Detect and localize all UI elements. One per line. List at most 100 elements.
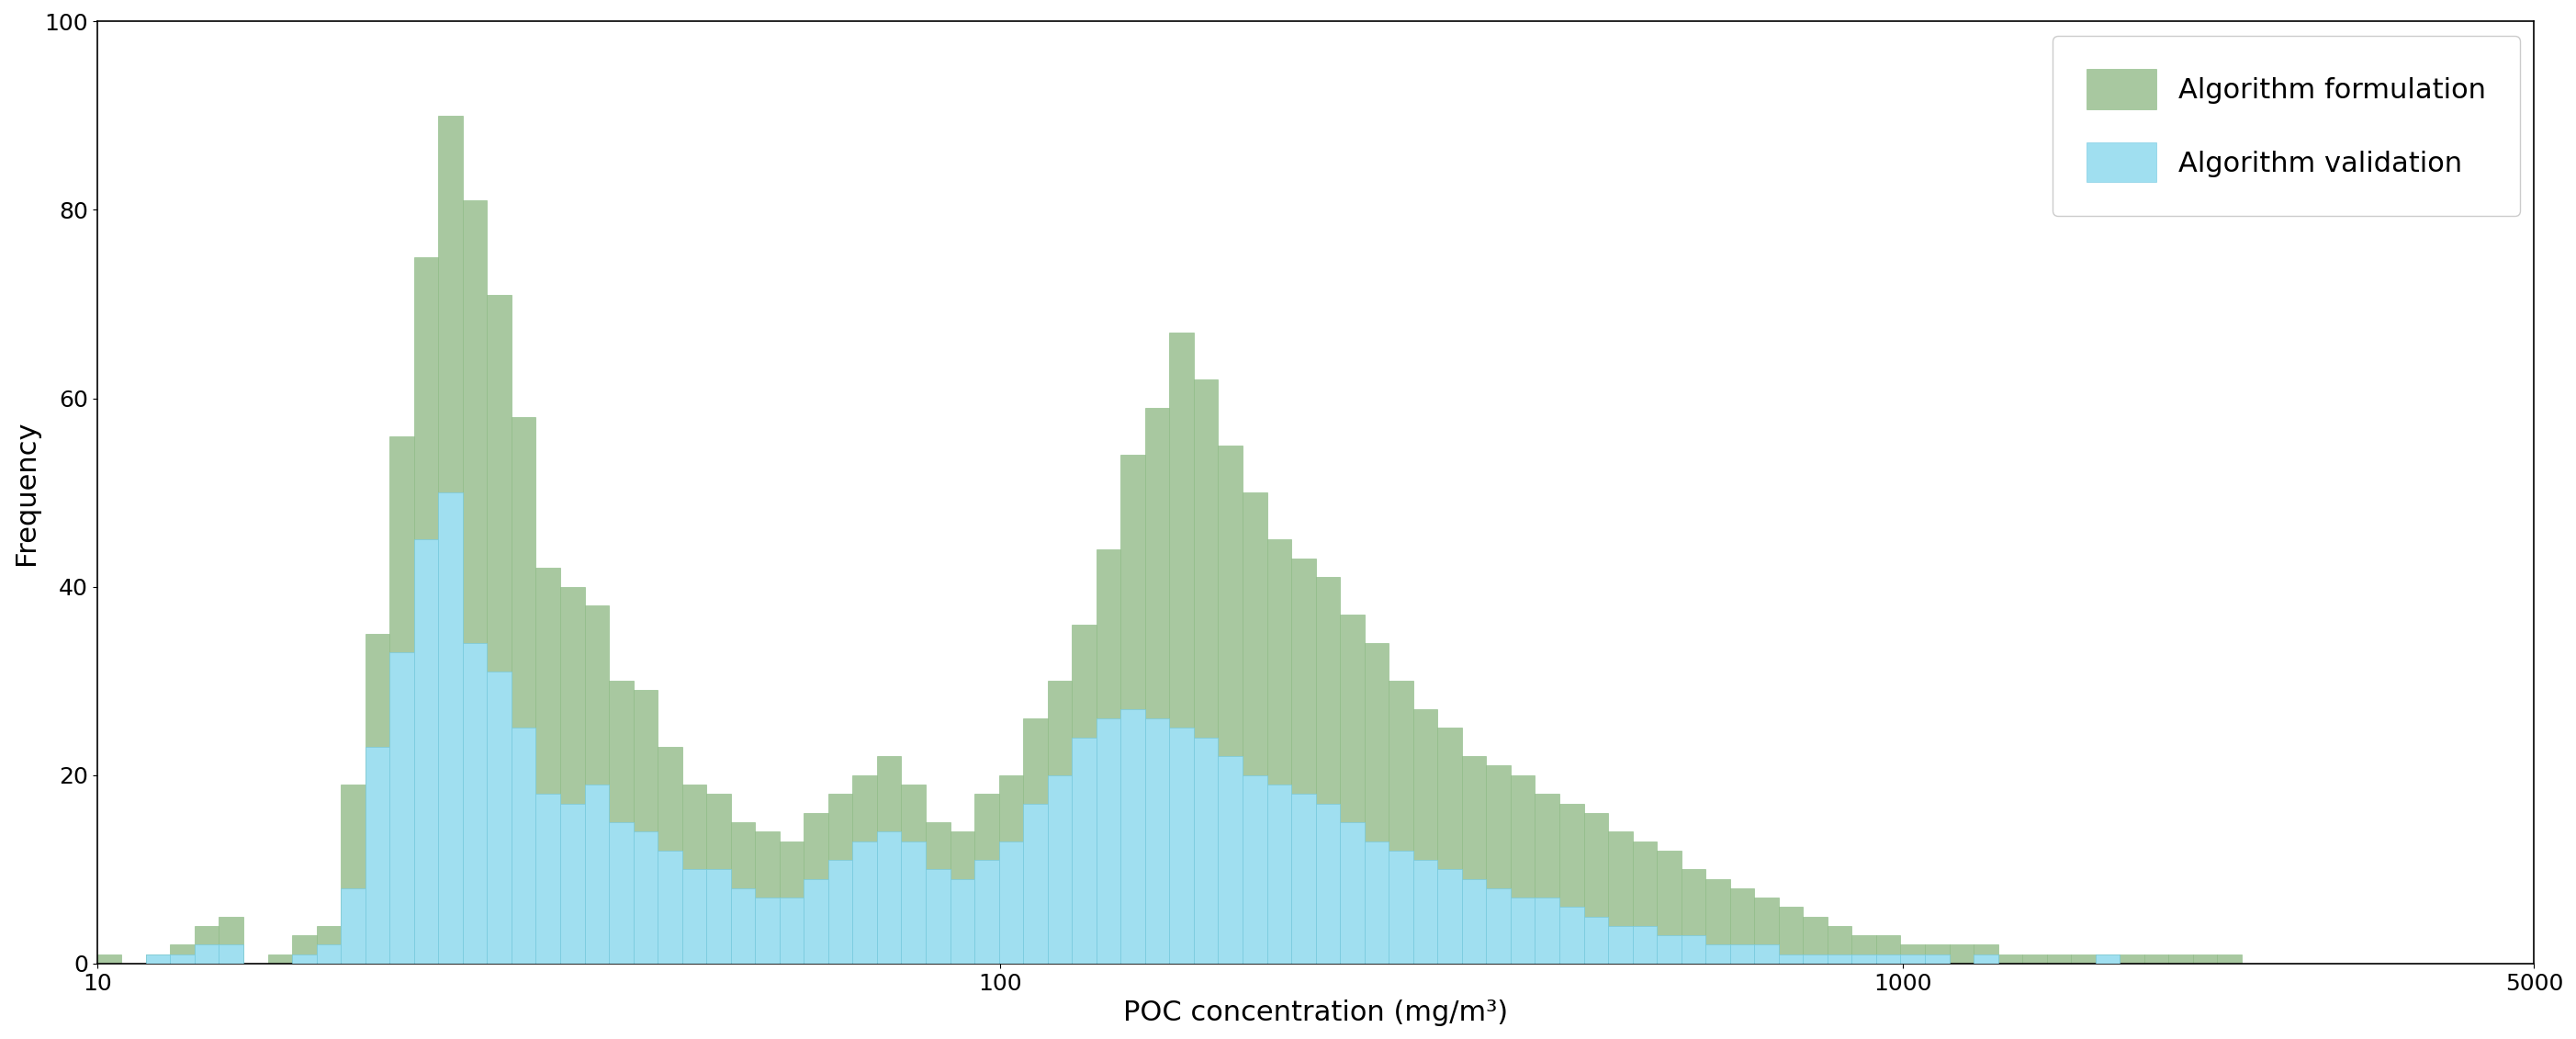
Bar bbox=[2169, 954, 2192, 963]
Bar bbox=[1999, 954, 2022, 963]
Bar bbox=[487, 671, 513, 963]
Bar bbox=[1437, 870, 1461, 963]
Bar bbox=[415, 539, 438, 963]
Bar bbox=[683, 784, 706, 963]
Bar bbox=[1388, 681, 1414, 963]
Bar bbox=[1316, 578, 1340, 963]
Bar bbox=[2192, 954, 2218, 963]
Bar bbox=[1388, 851, 1414, 963]
Bar bbox=[1901, 954, 1924, 963]
Bar bbox=[755, 898, 781, 963]
Bar bbox=[1852, 954, 1875, 963]
Bar bbox=[1193, 738, 1218, 963]
Bar bbox=[2094, 954, 2120, 963]
Bar bbox=[1607, 926, 1633, 963]
Bar bbox=[1705, 879, 1731, 963]
Bar bbox=[804, 812, 829, 963]
Bar bbox=[536, 794, 559, 963]
Bar bbox=[1072, 738, 1097, 963]
Bar bbox=[1656, 935, 1682, 963]
Bar bbox=[536, 568, 559, 963]
Bar bbox=[1340, 822, 1365, 963]
Bar bbox=[219, 916, 242, 963]
Bar bbox=[2071, 954, 2094, 963]
Bar bbox=[1731, 888, 1754, 963]
Bar bbox=[999, 841, 1023, 963]
Bar bbox=[1558, 907, 1584, 963]
Bar bbox=[1633, 841, 1656, 963]
Bar bbox=[1461, 756, 1486, 963]
Bar bbox=[1023, 803, 1048, 963]
Bar bbox=[902, 784, 925, 963]
Bar bbox=[706, 794, 732, 963]
Bar bbox=[1777, 907, 1803, 963]
Bar bbox=[1535, 794, 1558, 963]
Bar bbox=[147, 954, 170, 963]
Bar bbox=[196, 926, 219, 963]
Bar bbox=[340, 888, 366, 963]
Bar bbox=[389, 436, 415, 963]
Bar bbox=[1146, 407, 1170, 963]
Bar bbox=[829, 794, 853, 963]
Bar bbox=[438, 492, 464, 963]
Bar bbox=[1486, 888, 1510, 963]
Bar bbox=[1633, 926, 1656, 963]
Bar bbox=[2048, 954, 2071, 963]
Bar bbox=[732, 822, 755, 963]
Bar bbox=[1291, 558, 1316, 963]
Bar bbox=[1584, 916, 1607, 963]
Bar bbox=[340, 784, 366, 963]
Bar bbox=[2218, 954, 2241, 963]
Bar bbox=[1875, 954, 1901, 963]
Bar bbox=[1121, 710, 1146, 963]
Bar bbox=[366, 634, 389, 963]
Bar bbox=[634, 831, 657, 963]
Bar bbox=[876, 831, 902, 963]
Bar bbox=[487, 295, 513, 963]
Bar bbox=[1607, 831, 1633, 963]
Bar bbox=[706, 870, 732, 963]
Bar bbox=[268, 954, 291, 963]
Bar bbox=[1267, 539, 1291, 963]
Bar bbox=[196, 944, 219, 963]
Bar bbox=[170, 944, 196, 963]
X-axis label: POC concentration (mg/m³): POC concentration (mg/m³) bbox=[1123, 1000, 1507, 1027]
Bar bbox=[1584, 812, 1607, 963]
Y-axis label: Frequency: Frequency bbox=[13, 420, 39, 565]
Bar bbox=[1072, 624, 1097, 963]
Bar bbox=[925, 822, 951, 963]
Bar bbox=[755, 831, 781, 963]
Bar bbox=[1535, 898, 1558, 963]
Bar bbox=[974, 860, 999, 963]
Bar bbox=[951, 879, 974, 963]
Bar bbox=[1826, 954, 1852, 963]
Bar bbox=[1121, 455, 1146, 963]
Bar bbox=[415, 257, 438, 963]
Bar bbox=[634, 690, 657, 963]
Bar bbox=[781, 841, 804, 963]
Bar bbox=[657, 851, 683, 963]
Bar bbox=[1682, 870, 1705, 963]
Bar bbox=[291, 935, 317, 963]
Bar bbox=[876, 756, 902, 963]
Bar bbox=[464, 201, 487, 963]
Bar bbox=[1973, 954, 1999, 963]
Bar bbox=[389, 652, 415, 963]
Bar bbox=[219, 944, 242, 963]
Bar bbox=[829, 860, 853, 963]
Bar bbox=[1510, 775, 1535, 963]
Bar bbox=[1826, 926, 1852, 963]
Legend: Algorithm formulation, Algorithm validation: Algorithm formulation, Algorithm validat… bbox=[2053, 35, 2519, 216]
Bar bbox=[1486, 766, 1510, 963]
Bar bbox=[1901, 944, 1924, 963]
Bar bbox=[1803, 954, 1826, 963]
Bar bbox=[1048, 775, 1072, 963]
Bar bbox=[513, 417, 536, 963]
Bar bbox=[1242, 492, 1267, 963]
Bar bbox=[98, 954, 121, 963]
Bar bbox=[559, 803, 585, 963]
Bar bbox=[1170, 332, 1193, 963]
Bar bbox=[1023, 719, 1048, 963]
Bar bbox=[1461, 879, 1486, 963]
Bar bbox=[147, 954, 170, 963]
